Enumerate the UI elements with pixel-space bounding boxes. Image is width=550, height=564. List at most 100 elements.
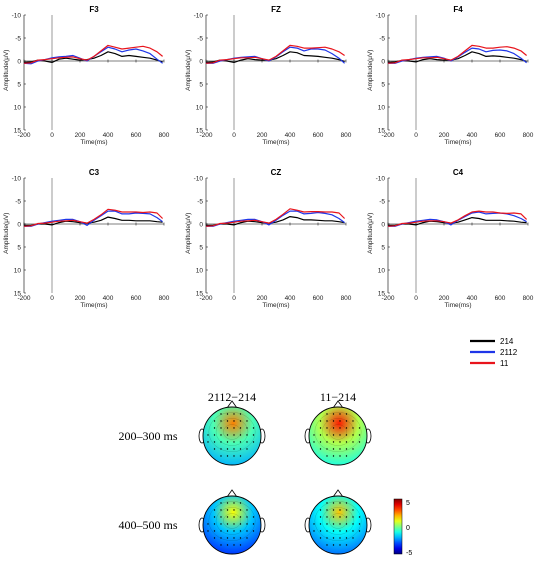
- electrode-dot: [339, 516, 341, 518]
- x-tick-label: 0: [50, 132, 54, 139]
- y-tick-label: -10: [376, 12, 386, 19]
- x-tick-label: -200: [381, 132, 394, 139]
- electrode-dot: [339, 502, 341, 504]
- contour-line: [314, 412, 362, 452]
- electrode-dot: [207, 530, 209, 532]
- head-nose: [332, 489, 344, 498]
- electrode-dot: [332, 544, 335, 546]
- electrode-dot: [226, 448, 229, 450]
- y-tick-label: -5: [379, 35, 385, 42]
- electrode-dot: [246, 427, 248, 429]
- y-tick-label: 15: [14, 127, 22, 134]
- y-tick-label: 0: [199, 221, 203, 228]
- y-tick-label: 10: [378, 104, 386, 111]
- electrode-dot: [239, 427, 242, 429]
- electrode-dot: [220, 434, 222, 436]
- electrode-dot: [319, 516, 322, 518]
- electrode-dot: [345, 434, 348, 436]
- electrode-dot: [233, 420, 235, 422]
- series-line-214: [23, 51, 163, 64]
- electrode-dot: [239, 502, 242, 504]
- electrode-dot: [239, 544, 242, 546]
- electrode-dot: [213, 509, 216, 511]
- electrode-dot: [239, 509, 242, 511]
- electrode-dot: [332, 441, 335, 443]
- electrode-dot: [352, 516, 354, 518]
- topo-row-label: 200–300 ms: [118, 429, 177, 443]
- y-tick-label: 10: [14, 104, 22, 111]
- electrode-dot: [239, 523, 242, 525]
- x-tick-label: -200: [17, 132, 30, 139]
- electrode-dot: [252, 441, 255, 443]
- x-tick-label: 600: [495, 295, 506, 302]
- x-tick-label: 0: [414, 295, 418, 302]
- topo-map: [198, 489, 266, 555]
- electrode-dot: [345, 530, 348, 532]
- x-tick-label: 800: [523, 132, 534, 139]
- electrode-dot: [319, 441, 322, 443]
- electrode-dot: [326, 537, 328, 539]
- electrode-dot: [339, 537, 341, 539]
- electrode-dot: [313, 434, 315, 436]
- electrode-dot: [213, 523, 216, 525]
- electrode-dot: [226, 434, 229, 436]
- series-line-11: [387, 44, 527, 64]
- electrode-dot: [339, 434, 341, 436]
- electrode-dot: [345, 420, 348, 422]
- erp-panel-c3: C3 -10 -5 0 5 10 15-200 0 200 400 600 800 Time(ms) Am…: [3, 168, 170, 309]
- electrode-dot: [213, 441, 216, 443]
- y-tick-label: 10: [14, 267, 22, 274]
- y-tick-label: 5: [199, 81, 203, 88]
- electrode-dot: [220, 523, 222, 525]
- contour-line: [329, 513, 347, 529]
- series-line-11: [205, 44, 345, 64]
- y-axis-label: Amplitude(μV): [3, 50, 10, 91]
- electrode-dot: [220, 455, 222, 457]
- erp-panel-f3: F3 -10 -5 0 5 10 15-200 0 200 400 600 800 Time(ms) Am…: [3, 5, 170, 146]
- electrode-dot: [226, 530, 229, 532]
- electrode-dot: [313, 441, 315, 443]
- y-tick-label: 15: [196, 127, 204, 134]
- electrode-dot: [345, 448, 348, 450]
- electrode-dot: [239, 537, 242, 539]
- electrode-dot: [220, 413, 222, 415]
- electrode-dot: [246, 537, 248, 539]
- electrode-dot: [213, 427, 216, 429]
- electrode-dot: [339, 448, 341, 450]
- electrode-dot: [326, 434, 328, 436]
- x-tick-label: 600: [313, 132, 324, 139]
- electrode-dot: [239, 530, 242, 532]
- electrode-dot: [220, 441, 222, 443]
- electrode-dot: [252, 523, 255, 525]
- x-tick-label: 800: [341, 295, 352, 302]
- electrode-dot: [313, 530, 315, 532]
- electrode-dot: [352, 434, 354, 436]
- series-line-214: [387, 51, 527, 63]
- electrode-dot: [345, 509, 348, 511]
- electrode-dot: [326, 455, 328, 457]
- electrode-dot: [332, 427, 335, 429]
- legend-label-11: 11: [500, 359, 509, 368]
- electrode-dot: [358, 523, 361, 525]
- x-tick-label: 600: [495, 132, 506, 139]
- y-tick-label: 5: [381, 81, 385, 88]
- electrode-dot: [319, 420, 322, 422]
- series-line-214: [206, 216, 345, 226]
- electrode-dot: [332, 537, 335, 539]
- contour-line: [329, 424, 347, 440]
- electrode-dot: [345, 523, 348, 525]
- y-tick-label: 0: [381, 58, 385, 65]
- electrode-dot: [339, 455, 341, 457]
- contour-line: [321, 507, 355, 535]
- electrode-dot: [319, 434, 322, 436]
- electrode-dot: [226, 544, 229, 546]
- series-line-11: [387, 210, 528, 227]
- electrode-dot: [358, 434, 361, 436]
- series-line-214: [205, 51, 345, 64]
- topo-column-header: 2112−214: [208, 390, 256, 404]
- electrode-dot: [213, 448, 216, 450]
- electrode-dot: [358, 530, 361, 532]
- electrode-dot: [207, 523, 209, 525]
- electrode-dot: [332, 448, 335, 450]
- y-tick-label: -5: [197, 35, 203, 42]
